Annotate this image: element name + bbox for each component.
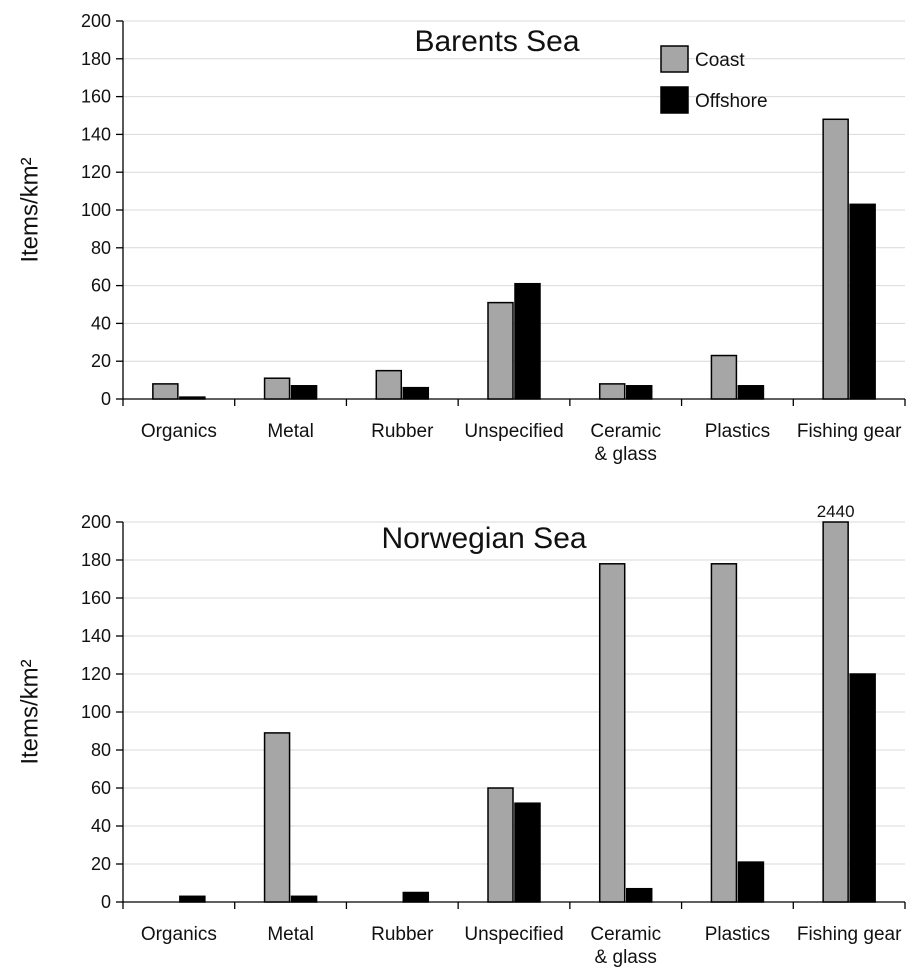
x-category-label-line: Ceramic	[590, 421, 661, 442]
x-category-label-line: Ceramic	[590, 924, 661, 945]
legend-label-offshore: Offshore	[695, 91, 768, 112]
bar-coast-rubber	[375, 369, 403, 400]
x-category-label: Fishing gear	[797, 421, 902, 442]
bar-coast-metal	[263, 377, 291, 400]
x-category-label-line: & glass	[595, 444, 657, 465]
legend-label-coast: Coast	[695, 50, 745, 71]
bar-offshore-metal	[290, 385, 318, 400]
y-tick-label: 120	[81, 664, 111, 684]
bar-offshore-unspecified	[514, 282, 541, 400]
y-tick-label: 180	[81, 550, 111, 570]
x-category-label: Plastics	[705, 421, 770, 442]
x-category-label-line: Plastics	[705, 421, 770, 442]
y-axis-label: Items/km²	[17, 157, 44, 262]
bar-value-annotation: 2440	[817, 502, 855, 521]
y-tick-label: 60	[91, 778, 111, 798]
y-tick-label: 100	[81, 702, 111, 722]
x-category-label: Metal	[267, 924, 313, 945]
y-tick-label: 0	[101, 389, 111, 409]
chart-panel-1: 0 20 40 60 80 100 120 140 160 180 200 Organics Metal…	[17, 11, 906, 465]
y-tick-label: 120	[81, 162, 111, 182]
x-category-label-line: Unspecified	[464, 421, 563, 442]
y-tick-label: 160	[81, 588, 111, 608]
x-category-label-line: Metal	[267, 924, 313, 945]
y-tick-label: 40	[91, 313, 111, 333]
y-tick-label: 60	[91, 276, 111, 296]
y-tick-label: 80	[91, 238, 111, 258]
bar-offshore-ceramic	[625, 887, 653, 903]
y-tick-label: 140	[81, 626, 111, 646]
x-category-label: Rubber	[371, 421, 434, 442]
y-axis-label: Items/km²	[17, 659, 44, 764]
y-tick-label: 80	[91, 740, 111, 760]
bar-coast-fishing-gear	[822, 118, 849, 400]
y-tick-label: 0	[101, 892, 111, 912]
legend-swatch-offshore	[660, 86, 689, 114]
x-category-label-line: Plastics	[705, 924, 770, 945]
y-tick-label: 180	[81, 49, 111, 69]
x-category-label: Rubber	[371, 924, 434, 945]
x-category-label-line: Rubber	[371, 421, 434, 442]
x-category-label-line: Organics	[141, 421, 217, 442]
bar-offshore-organics	[179, 396, 206, 400]
bar-coast-plastics	[710, 563, 738, 903]
bar-offshore-ceramic	[625, 385, 653, 400]
y-tick-label: 40	[91, 816, 111, 836]
bar-offshore-fishing-gear	[849, 203, 876, 400]
chart-title: Barents Sea	[414, 25, 579, 58]
bar-offshore-metal	[290, 895, 318, 903]
x-category-label-line: Metal	[267, 421, 313, 442]
bar-offshore-fishing-gear	[849, 673, 876, 903]
y-tick-label: 20	[91, 351, 111, 371]
x-category-label: Plastics	[705, 924, 770, 945]
bar-coast-plastics	[710, 354, 738, 400]
legend-swatch-coast	[660, 45, 689, 73]
x-category-label-line: Fishing gear	[797, 924, 902, 945]
bar-coast-organics	[152, 383, 179, 400]
x-category-label: Fishing gear	[797, 924, 902, 945]
x-category-label: Metal	[267, 421, 313, 442]
bar-coast-unspecified	[487, 787, 514, 903]
y-tick-label: 140	[81, 124, 111, 144]
y-tick-label: 160	[81, 87, 111, 107]
y-tick-label: 200	[81, 11, 111, 31]
chart-title: Norwegian Sea	[381, 522, 586, 555]
x-category-label-line: Rubber	[371, 924, 434, 945]
x-category-label: Organics	[141, 924, 217, 945]
y-tick-label: 100	[81, 200, 111, 220]
bar-offshore-plastics	[737, 385, 765, 400]
x-category-label: Ceramic & glass	[590, 924, 661, 968]
chart-panel-2: 0 20 40 60 80 100 120 140 160 180 200 Organics Metal…	[17, 502, 906, 968]
bar-coast-fishing-gear	[822, 521, 849, 903]
bar-coast-metal	[263, 732, 291, 903]
bar-offshore-unspecified	[514, 802, 541, 903]
y-tick-label: 200	[81, 512, 111, 532]
bar-offshore-plastics	[737, 861, 765, 903]
x-category-label: Organics	[141, 421, 217, 442]
bar-coast-ceramic	[598, 563, 626, 903]
x-category-label-line: Organics	[141, 924, 217, 945]
x-category-label: Unspecified	[464, 421, 563, 442]
y-tick-label: 20	[91, 854, 111, 874]
bar-offshore-rubber	[402, 891, 430, 903]
x-category-label-line: Fishing gear	[797, 421, 902, 442]
x-category-label: Unspecified	[464, 924, 563, 945]
legend: Coast Offshore	[660, 45, 768, 114]
bar-offshore-organics	[179, 895, 206, 903]
bar-offshore-rubber	[402, 386, 430, 400]
x-category-label: Ceramic & glass	[590, 421, 661, 465]
bar-coast-unspecified	[487, 301, 514, 400]
x-category-label-line: & glass	[595, 947, 657, 968]
x-category-label-line: Unspecified	[464, 924, 563, 945]
bar-coast-ceramic	[598, 383, 626, 400]
